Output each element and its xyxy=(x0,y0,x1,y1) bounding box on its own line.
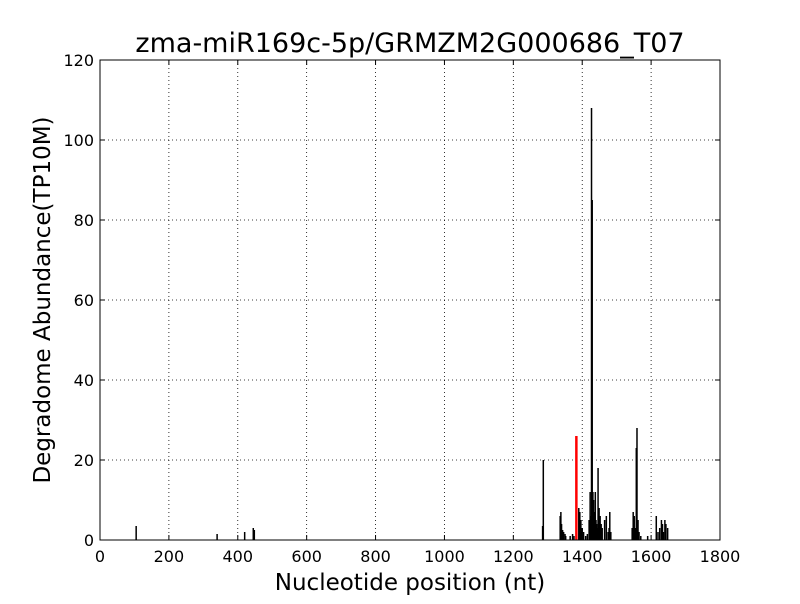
x-tick-label: 600 xyxy=(291,547,322,566)
x-axis-label: Nucleotide position (nt) xyxy=(275,570,545,596)
x-tick-label: 0 xyxy=(95,547,105,566)
x-tick-label: 1600 xyxy=(631,547,672,566)
x-tick-label: 1200 xyxy=(493,547,534,566)
x-tick-label: 1800 xyxy=(700,547,741,566)
chart-title: zma-miR169c-5p/GRMZM2G000686_T07 xyxy=(135,28,684,59)
y-tick-label: 120 xyxy=(63,51,94,70)
x-tick-label: 200 xyxy=(154,547,185,566)
y-tick-label: 60 xyxy=(74,291,94,310)
x-tick-label: 1400 xyxy=(562,547,603,566)
axis-ticks: 0 200 400 600 800 1000 1200 1400 1600 1800 0 20 40 60… xyxy=(63,51,740,566)
x-tick-label: 1000 xyxy=(424,547,465,566)
x-tick-label: 800 xyxy=(360,547,391,566)
y-tick-label: 40 xyxy=(74,371,94,390)
grid-lines xyxy=(100,60,720,540)
x-tick-label: 400 xyxy=(223,547,254,566)
y-axis-label: Degradome Abundance(TP10M) xyxy=(30,116,56,483)
y-tick-label: 0 xyxy=(84,531,94,550)
data-bars xyxy=(135,108,669,540)
y-tick-label: 20 xyxy=(74,451,94,470)
y-tick-label: 80 xyxy=(74,211,94,230)
y-tick-label: 100 xyxy=(63,131,94,150)
